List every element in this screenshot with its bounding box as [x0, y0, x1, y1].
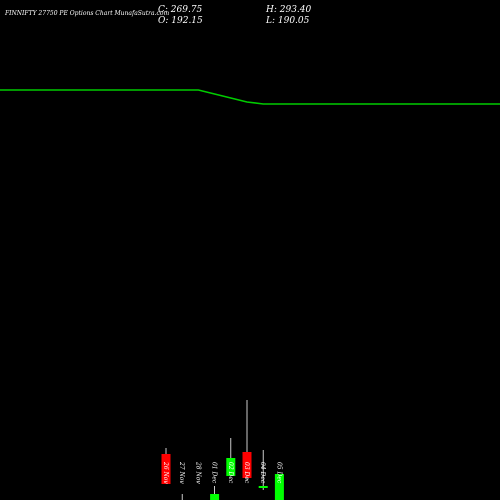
x-tick-label: 28 Nov [194, 461, 201, 484]
candle-body [226, 458, 236, 476]
x-tick-label: 05 Dec [275, 462, 282, 484]
candle-body [274, 474, 284, 500]
x-tick-label: 01 Dec [211, 462, 218, 484]
open-value: O: 192.15 [158, 16, 203, 26]
x-tick-label: 04 Dec [259, 462, 266, 484]
candle-body [242, 452, 252, 478]
candle-body [161, 454, 171, 484]
x-tick-label: 26 Nov [162, 461, 169, 484]
x-tick-label: 02 Dec [227, 462, 234, 484]
x-tick-label: 03 Dec [243, 462, 250, 484]
chart-title: FINNIFTY 27750 PE Options Chart MunafaSu… [5, 10, 170, 17]
high-value: H: 293.40 [266, 5, 312, 15]
low-value: L: 190.05 [266, 16, 310, 26]
x-tick-label: 27 Nov [178, 461, 185, 484]
close-value: C: 269.75 [158, 5, 203, 15]
candle-body [258, 486, 268, 488]
line-series [0, 89, 500, 105]
candle-body [210, 494, 220, 500]
